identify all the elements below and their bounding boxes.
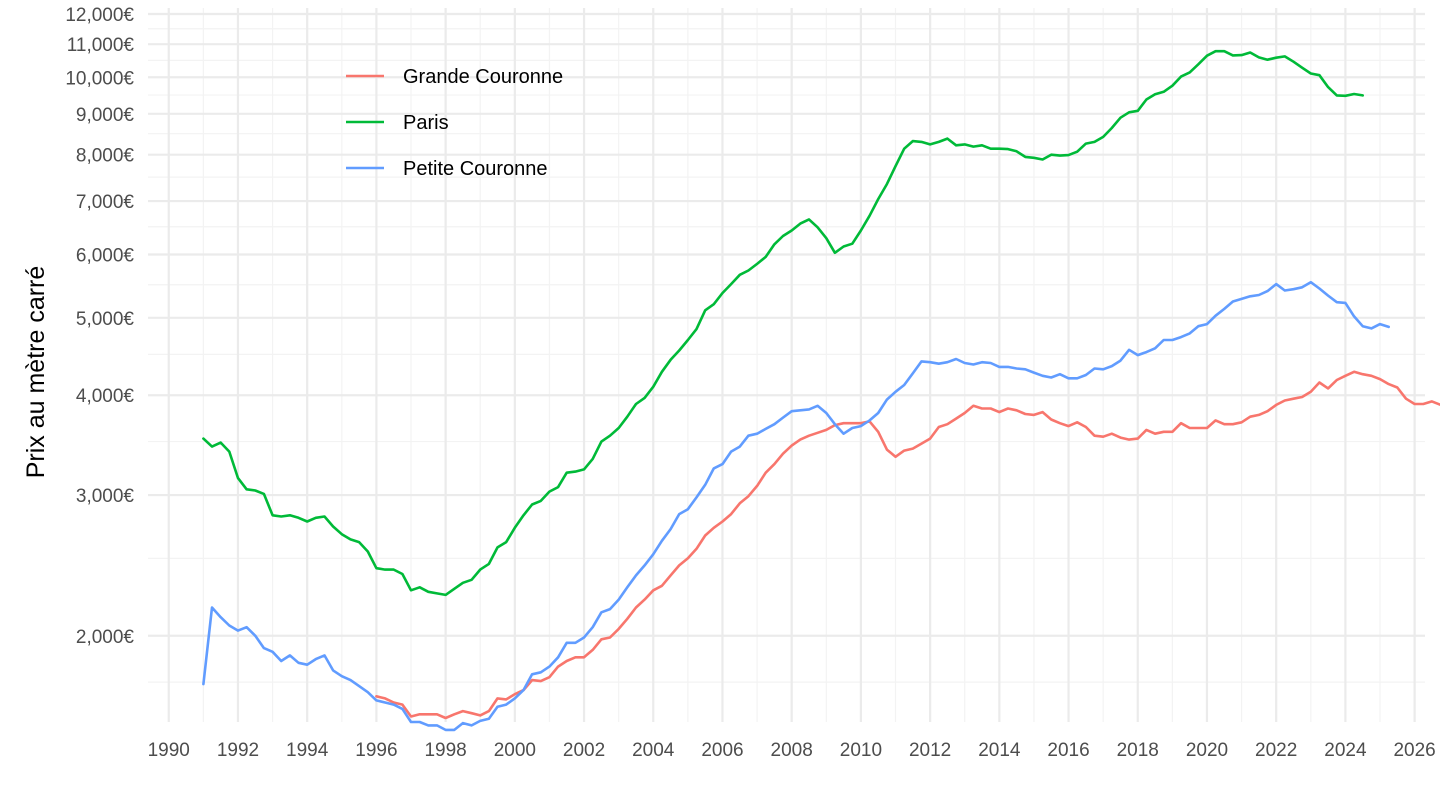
y-tick-label: 9,000€ <box>76 105 135 126</box>
y-axis-title: Prix au mètre carré <box>22 266 50 479</box>
major-gridlines <box>148 8 1425 722</box>
legend-label-2: Petite Couronne <box>403 158 548 180</box>
x-tick-label: 2004 <box>632 740 675 761</box>
y-tick-label: 4,000€ <box>76 386 135 407</box>
x-tick-label: 2002 <box>563 740 605 761</box>
x-tick-label: 2000 <box>494 740 536 761</box>
x-tick-label: 2022 <box>1255 740 1297 761</box>
x-tick-label: 1994 <box>286 740 329 761</box>
x-tick-label: 2018 <box>1117 740 1159 761</box>
series-lines <box>202 49 1440 732</box>
x-axis-tick-labels: 1990 1992 1994 1996 1998 2000 2002 2004 2006 2008… <box>148 740 1436 761</box>
x-tick-label: 2010 <box>840 740 882 761</box>
legend-label-1: Paris <box>403 112 449 134</box>
y-tick-label: 6,000€ <box>76 246 135 267</box>
series-line-1 <box>202 49 1364 597</box>
minor-gridlines <box>148 8 1425 722</box>
legend-label-0: Grande Couronne <box>403 66 563 88</box>
x-tick-label: 2016 <box>1047 740 1089 761</box>
x-tick-label: 1992 <box>217 740 259 761</box>
x-tick-label: 1996 <box>355 740 397 761</box>
x-tick-label: 1990 <box>148 740 190 761</box>
y-tick-label: 10,000€ <box>65 68 134 89</box>
x-tick-label: 2026 <box>1393 740 1435 761</box>
x-tick-label: 2024 <box>1324 740 1367 761</box>
x-tick-label: 2012 <box>909 740 951 761</box>
y-tick-label: 5,000€ <box>76 309 135 330</box>
y-axis-tick-labels: 2,000€ 3,000€ 4,000€ 5,000€ 6,000€ 7,000€ 8,00… <box>65 5 134 648</box>
x-tick-label: 1998 <box>424 740 466 761</box>
series-line-0 <box>375 370 1440 720</box>
x-tick-label: 2014 <box>978 740 1021 761</box>
y-tick-label: 8,000€ <box>76 146 135 167</box>
y-tick-label: 3,000€ <box>76 486 135 507</box>
y-tick-label: 7,000€ <box>76 192 135 213</box>
y-tick-label: 12,000€ <box>65 5 134 26</box>
legend: Grande Couronne Paris Petite Couronne <box>346 66 563 180</box>
series-line-2 <box>202 280 1390 732</box>
x-tick-label: 2008 <box>771 740 813 761</box>
y-tick-label: 2,000€ <box>76 627 135 648</box>
x-tick-label: 2006 <box>701 740 743 761</box>
y-tick-label: 11,000€ <box>67 35 135 56</box>
x-tick-label: 2020 <box>1186 740 1228 761</box>
